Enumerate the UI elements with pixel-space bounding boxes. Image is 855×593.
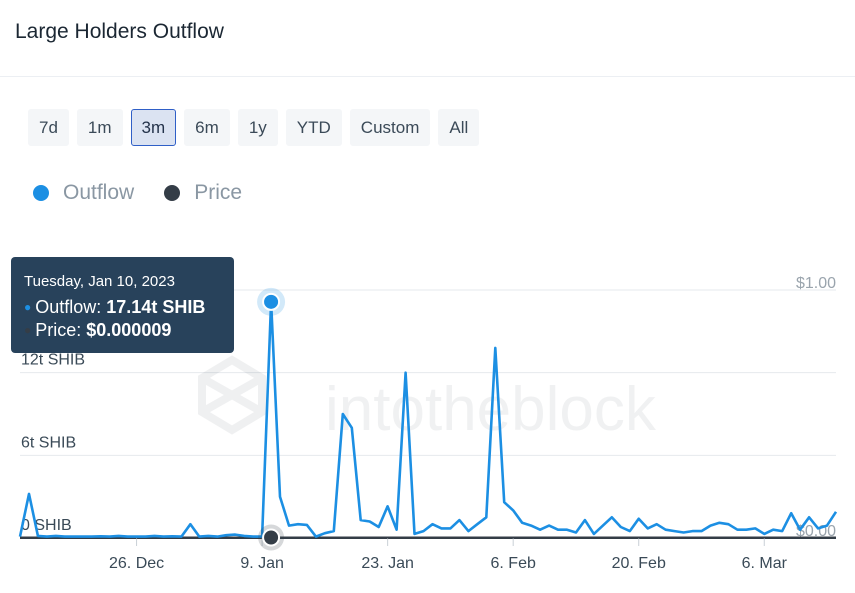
x-tick-label: 26. Dec [109,555,164,572]
chart-legend: Outflow Price [33,181,272,205]
range-selector: 7d 1m 3m 6m 1y YTD Custom All [28,109,480,146]
x-tick-label: 9. Jan [240,555,284,572]
tooltip-date: Tuesday, Jan 10, 2023 [24,273,175,290]
legend-dot-icon [33,185,49,201]
watermark-logo-icon [198,355,266,435]
range-button-1m[interactable]: 1m [76,109,123,146]
tooltip-outflow-bullet-icon: ● [24,300,32,314]
range-button-1y[interactable]: 1y [237,109,278,146]
x-tick-label: 23. Jan [361,555,413,572]
markers [257,287,286,551]
range-button-ytd[interactable]: YTD [285,109,342,146]
x-tick-label: 6. Mar [742,555,788,572]
range-button-6m[interactable]: 6m [184,109,230,146]
legend-item-price[interactable]: Price [164,181,242,205]
chart-tooltip: Tuesday, Jan 10, 2023 ● Outflow: 17.14t S… [11,257,234,353]
x-tick-label: 20. Feb [612,555,666,572]
x-tick-label: 6. Feb [491,555,536,572]
legend-label: Price [194,181,243,204]
y-right-tick-label: $1.00 [796,275,836,292]
range-button-all[interactable]: All [438,109,480,146]
price-highlight-point[interactable] [262,528,281,547]
tooltip-outflow-value: 17.14t SHIB [106,297,206,317]
legend-item-outflow[interactable]: Outflow [33,181,134,205]
header-divider [0,76,855,77]
range-button-3m[interactable]: 3m [130,109,177,146]
tooltip-price-row: ● Price: $0.000009 [24,319,234,342]
range-button-7d[interactable]: 7d [28,109,69,146]
outflow-series-line [18,300,838,538]
tooltip-outflow-row: ● Outflow: 17.14t SHIB [24,296,234,319]
y-left-tick-label: 0 SHIB [21,517,72,534]
tooltip-price-value: $0.000009 [86,320,172,340]
y-left-tick-label: 6t SHIB [21,434,76,451]
y-left-tick-label: 12t SHIB [21,352,85,369]
tooltip-outflow-label: Outflow: [35,297,107,317]
legend-label: Outflow [63,181,135,204]
series [18,300,838,539]
tooltip-price-bullet-icon: ● [24,323,32,337]
range-button-custom[interactable]: Custom [349,109,431,146]
tooltip-price-label: Price: [35,320,87,340]
page-title: Large Holders Outflow [15,20,224,43]
outflow-highlight-point[interactable] [262,292,281,311]
legend-dot-icon [164,185,181,201]
